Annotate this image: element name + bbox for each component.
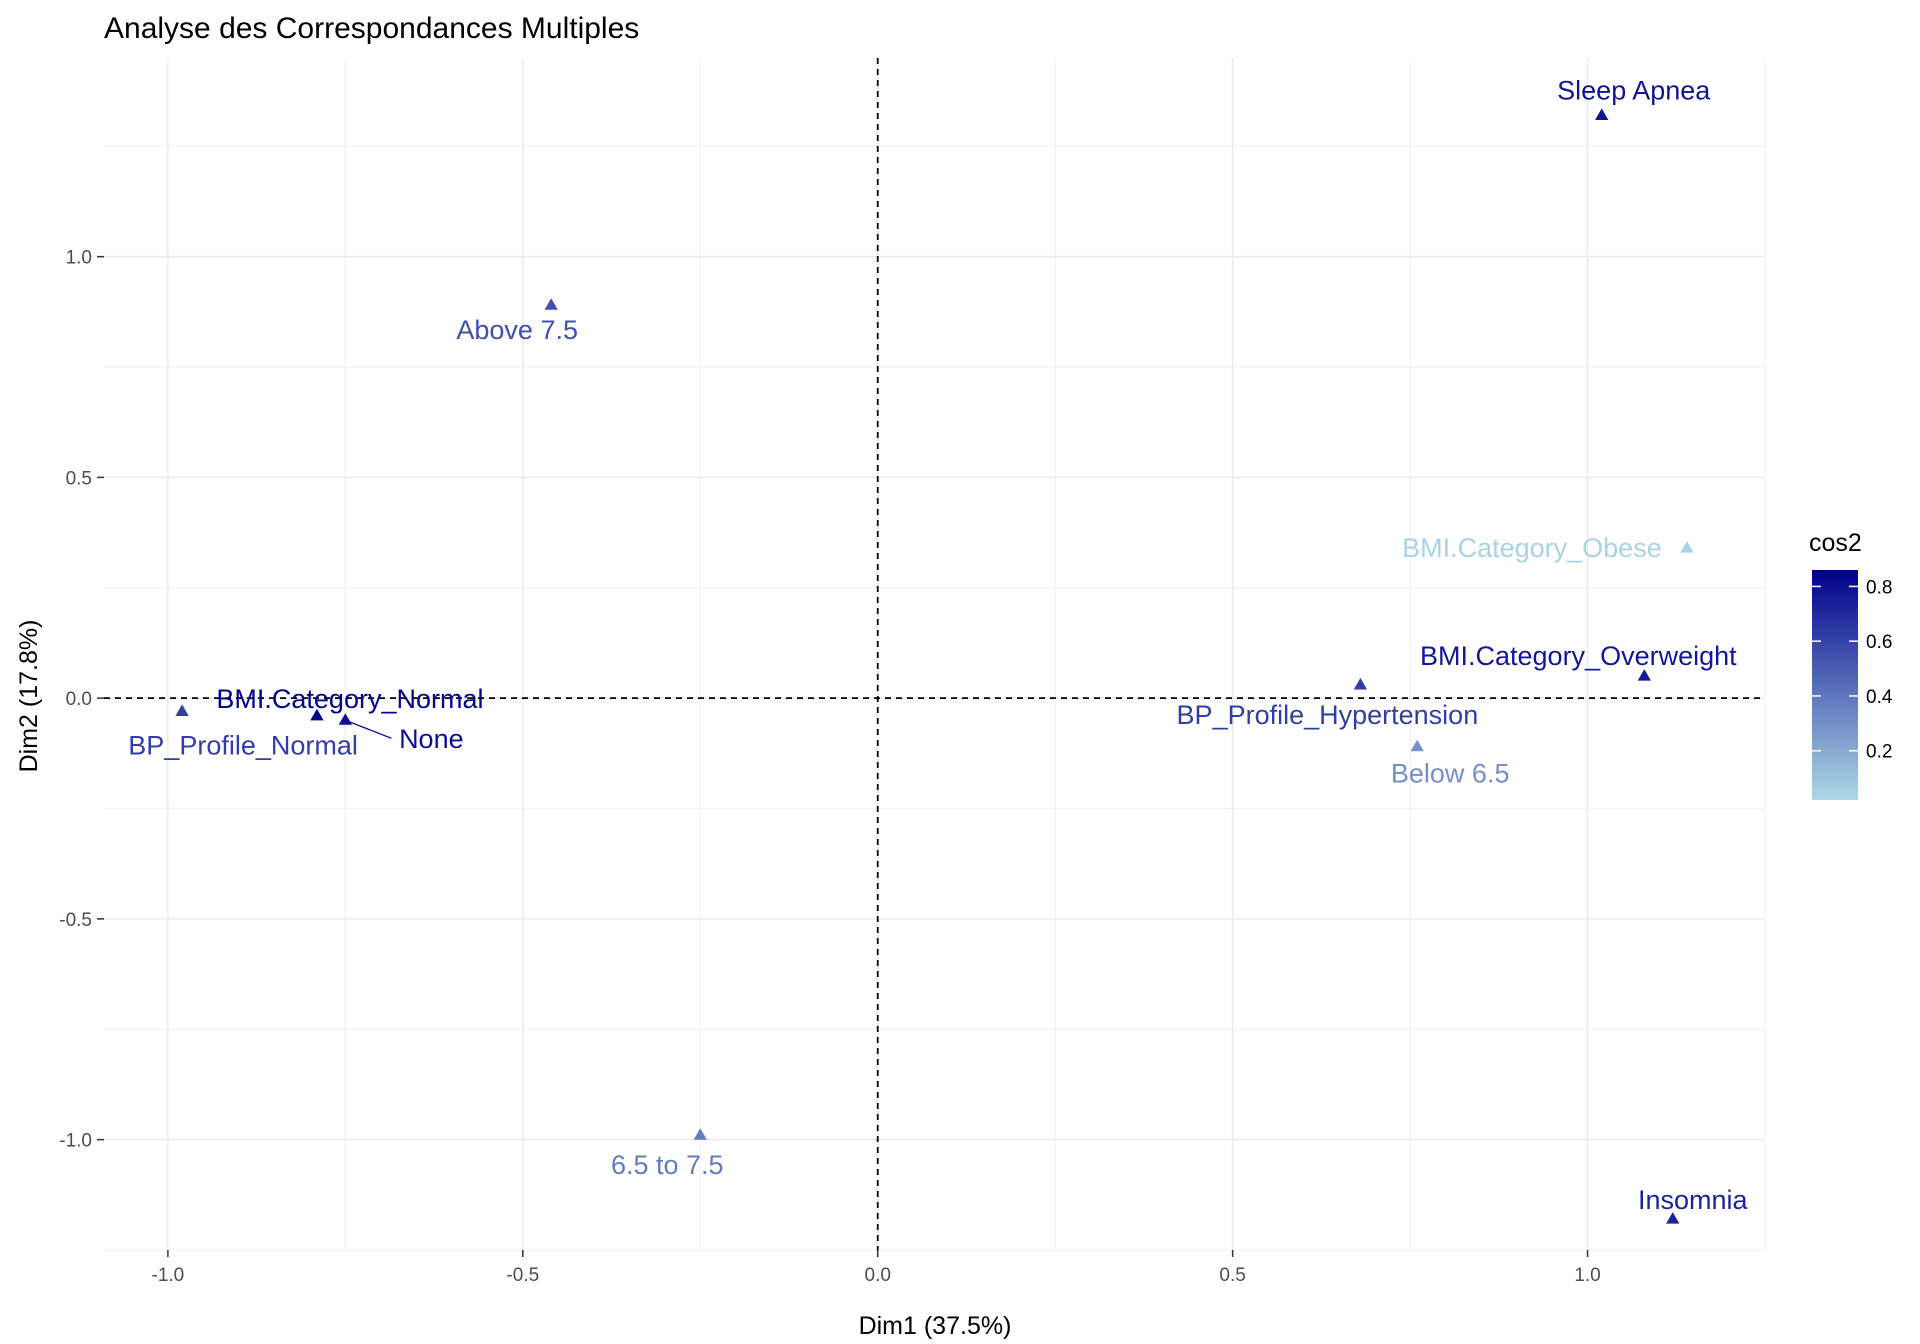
cos2-legend: cos2 0.2 0.4 0.6 0.8 bbox=[1809, 529, 1893, 800]
y-axis-title: Dim2 (17.8%) bbox=[15, 620, 43, 773]
legend-tick-label: 0.2 bbox=[1866, 742, 1892, 763]
point-marker bbox=[544, 298, 558, 310]
point-marker bbox=[1666, 1212, 1680, 1224]
legend-title: cos2 bbox=[1809, 529, 1862, 557]
point-label: BMI.Category_Overweight bbox=[1420, 641, 1737, 671]
y-tick-label: 0.5 bbox=[66, 468, 92, 489]
legend-tick-label: 0.6 bbox=[1866, 632, 1892, 653]
point-label: BP_Profile_Normal bbox=[128, 730, 358, 760]
chart-title: Analyse des Correspondances Multiples bbox=[104, 12, 639, 45]
y-tick-label: 1.0 bbox=[66, 248, 92, 269]
point-marker bbox=[310, 708, 324, 721]
point-label: Above 7.5 bbox=[456, 315, 578, 345]
points: Sleep Apnea Above 7.5 BMI.Category_Obese BM… bbox=[128, 75, 1749, 1224]
x-tick-label: 0.0 bbox=[865, 1265, 891, 1286]
legend-tick-label: 0.4 bbox=[1866, 687, 1893, 708]
legend-ticks: 0.2 0.4 0.6 0.8 bbox=[1812, 577, 1893, 763]
point-marker bbox=[175, 704, 189, 716]
x-tick-label: -0.5 bbox=[506, 1265, 539, 1286]
x-axis-title: Dim1 (37.5%) bbox=[859, 1312, 1012, 1340]
point-marker bbox=[1353, 677, 1368, 690]
point-label: BMI.Category_Normal bbox=[216, 684, 483, 714]
legend-tick-label: 0.8 bbox=[1866, 577, 1892, 598]
point-label: BMI.Category_Obese bbox=[1402, 533, 1662, 563]
point-label: BP_Profile_Hypertension bbox=[1177, 700, 1479, 730]
point-marker bbox=[1410, 739, 1424, 752]
x-tick-label: 0.5 bbox=[1219, 1265, 1245, 1286]
point-label: None bbox=[399, 724, 464, 754]
point-marker bbox=[693, 1128, 707, 1140]
reference-lines bbox=[104, 58, 1765, 1250]
point-label: Below 6.5 bbox=[1391, 759, 1510, 789]
y-tick-label: -0.5 bbox=[59, 910, 92, 931]
point-label: Insomnia bbox=[1638, 1185, 1749, 1215]
axis-ticks: -1.0 -0.5 0.0 0.5 1.0 -1.0 -0.5 0.0 0.5 1.0 bbox=[59, 248, 1601, 1286]
point-marker bbox=[338, 713, 352, 725]
label-leader-line bbox=[345, 719, 392, 739]
point-label: Sleep Apnea bbox=[1557, 75, 1711, 105]
x-tick-label: 1.0 bbox=[1574, 1265, 1600, 1286]
x-tick-label: -1.0 bbox=[152, 1265, 185, 1286]
legend-colorbar bbox=[1812, 570, 1858, 800]
point-label: 6.5 to 7.5 bbox=[611, 1150, 724, 1180]
point-marker bbox=[1637, 669, 1651, 681]
point-marker bbox=[1680, 541, 1694, 553]
point-marker bbox=[1595, 108, 1609, 120]
y-tick-label: 0.0 bbox=[66, 689, 92, 710]
y-tick-label: -1.0 bbox=[59, 1131, 92, 1152]
